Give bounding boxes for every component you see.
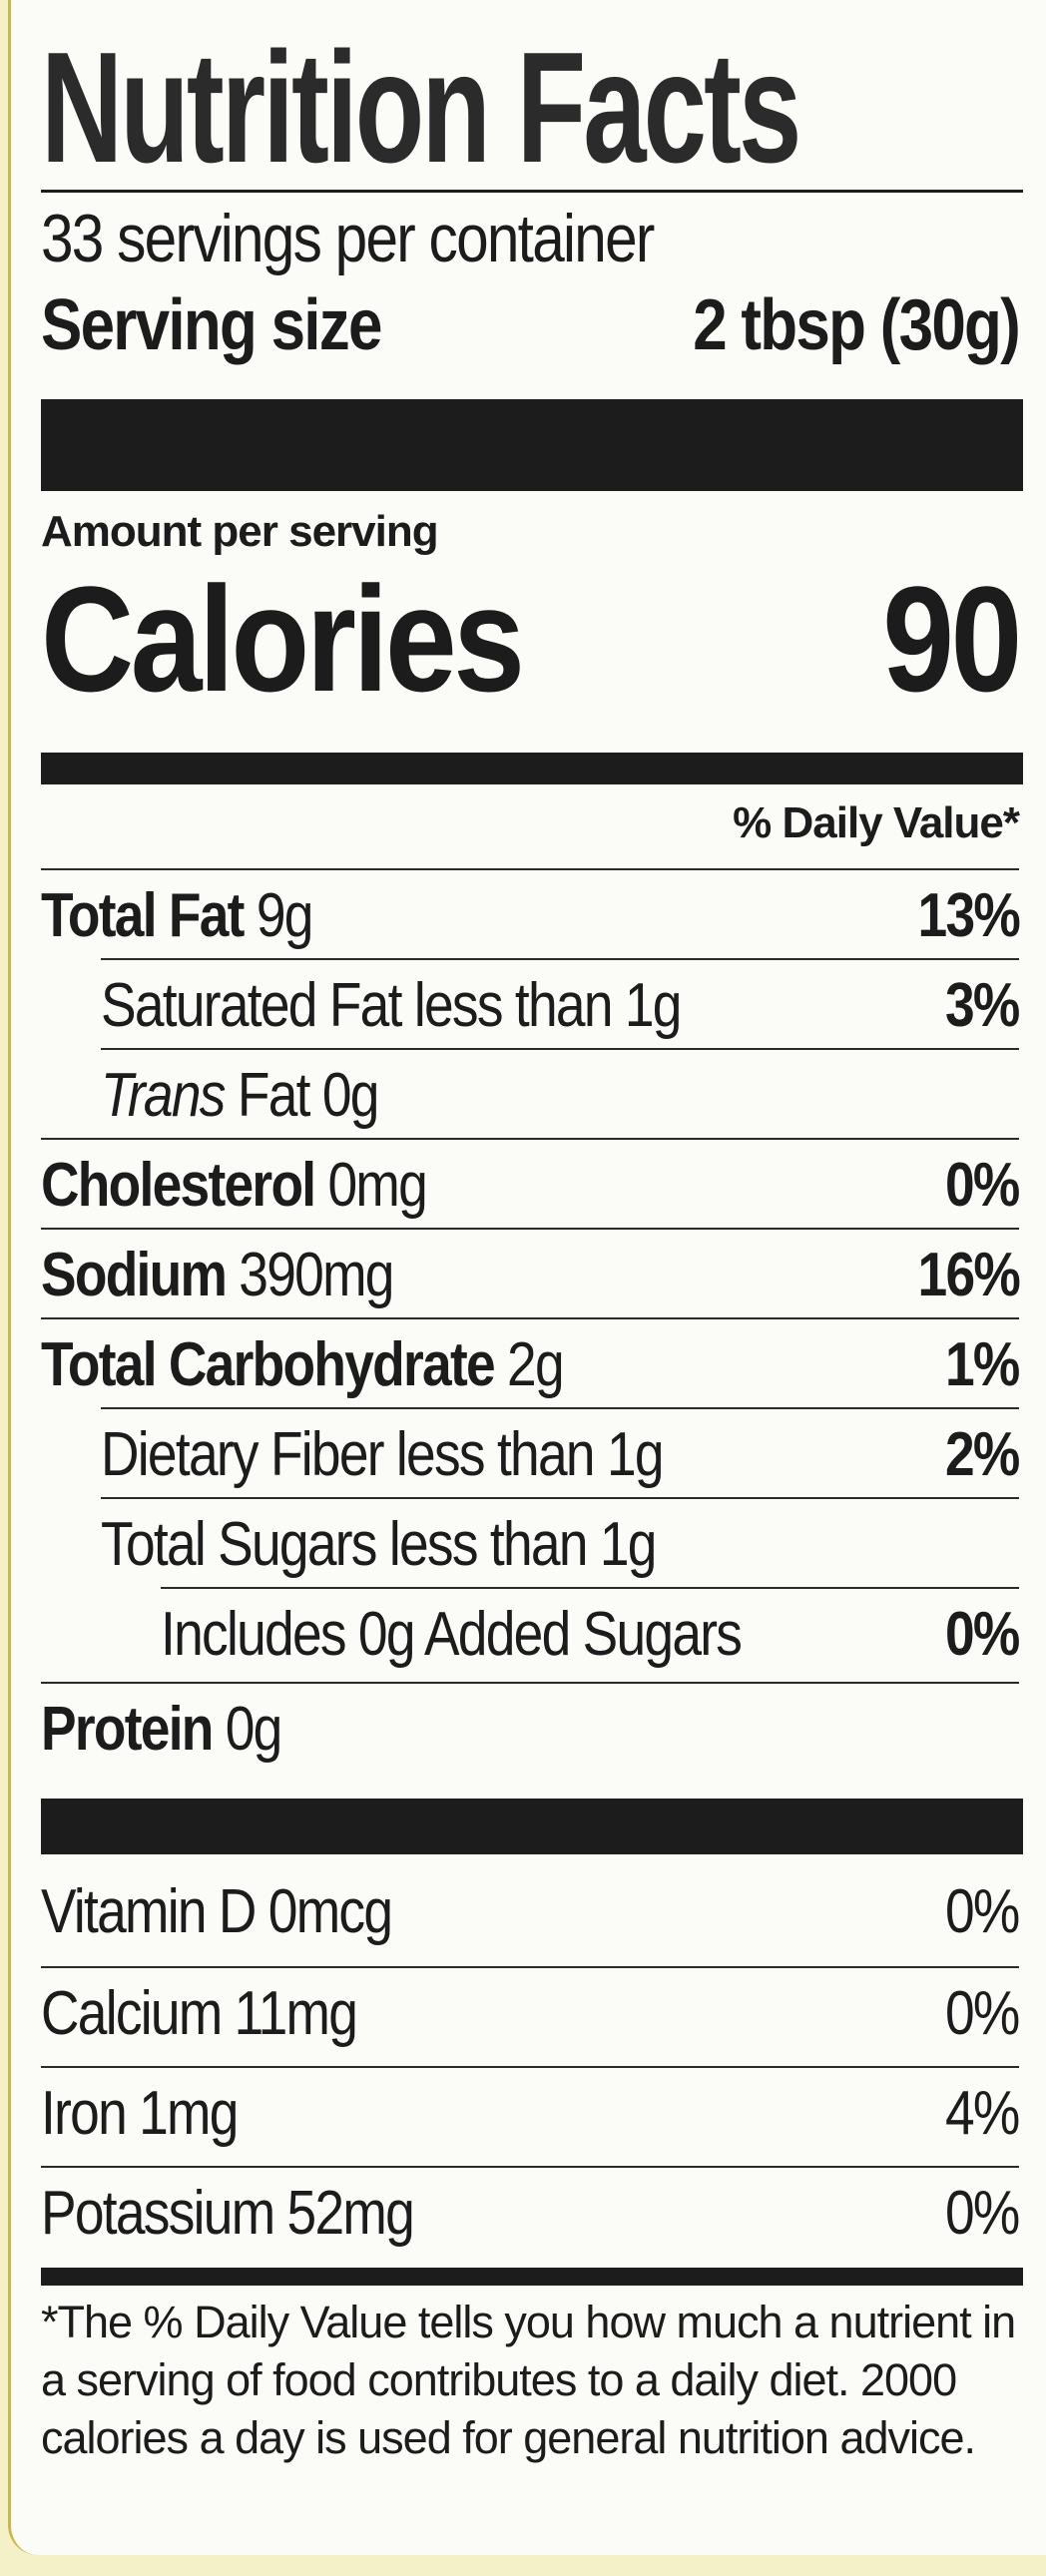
vitamin-name: Potassium 52mg	[41, 2178, 415, 2248]
calories-row: Calories 90	[41, 555, 1022, 723]
vitamin-dv: 0%	[945, 2178, 1020, 2248]
calories-value: 90	[882, 555, 1022, 723]
divider	[41, 190, 1023, 193]
nutrient-amount: less than 1g	[388, 1509, 658, 1579]
thick-divider	[41, 2268, 1023, 2286]
nutrient-name: Cholesterol	[41, 1150, 316, 1220]
nutrient-dv: 0%	[945, 1599, 1020, 1669]
thick-divider	[41, 753, 1023, 784]
thick-divider	[41, 1799, 1023, 1854]
nutrient-name: Trans	[101, 1060, 226, 1130]
nutrient-row-trans-fat: Trans Fat 0g	[101, 1048, 1019, 1140]
vitamin-name: Vitamin D 0mcg	[41, 1876, 393, 1946]
footnote: *The % Daily Value tells you how much a …	[41, 2297, 1016, 2463]
nutrient-row-total-fat: Total Fat 9g 13%	[41, 868, 1021, 960]
nutrient-row-total-carbohydrate: Total Carbohydrate 2g 1%	[41, 1317, 1021, 1409]
nutrient-amount: less than 1g	[395, 1419, 665, 1489]
vitamin-dv: 4%	[945, 2078, 1020, 2148]
amount-per-serving: Amount per serving	[41, 507, 439, 556]
thick-divider	[41, 399, 1023, 491]
nutrient-name: Total Fat	[41, 880, 245, 950]
nutrient-name: Dietary Fiber	[101, 1419, 385, 1489]
vitamin-row-vitamin-d: Vitamin D 0mcg 0%	[41, 1866, 1021, 1956]
nutrient-name: Total Sugars	[101, 1509, 377, 1579]
nutrient-row-added-sugars: Includes 0g Added Sugars 0%	[161, 1587, 1021, 1679]
nutrient-amount: 2g	[507, 1329, 565, 1399]
nutrient-name: Total Carbohydrate	[41, 1329, 496, 1399]
nutrient-row-protein: Protein 0g	[41, 1682, 1019, 1774]
vitamin-row-iron: Iron 1mg 4%	[41, 2066, 1021, 2158]
nutrient-row-total-sugars: Total Sugars less than 1g	[101, 1497, 1019, 1589]
nutrient-dv: 3%	[945, 970, 1020, 1040]
nutrient-name: Sodium	[41, 1240, 228, 1309]
nutrient-name: Protein	[41, 1694, 214, 1764]
serving-size: Serving size 2 tbsp (30g)	[41, 284, 1021, 366]
nutrient-row-cholesterol: Cholesterol 0mg 0%	[41, 1138, 1021, 1230]
nutrient-amount: 0g	[225, 1694, 283, 1764]
vitamin-row-calcium: Calcium 11mg 0%	[41, 1966, 1021, 2058]
nutrient-dv: 0%	[945, 1150, 1020, 1220]
vitamin-name: Iron 1mg	[41, 2078, 239, 2148]
vitamin-dv: 0%	[945, 1978, 1020, 2048]
nutrient-row-saturated-fat: Saturated Fat less than 1g 3%	[101, 958, 1021, 1050]
label-title: Nutrition Facts	[41, 20, 801, 196]
nutrition-label: Nutrition Facts 33 servings per containe…	[8, 0, 1046, 2555]
nutrient-name: Includes 0g Added Sugars	[161, 1599, 743, 1669]
nutrient-row-sodium: Sodium 390mg 16%	[41, 1228, 1021, 1319]
vitamin-row-potassium: Potassium 52mg 0%	[41, 2166, 1021, 2258]
nutrient-dv: 2%	[945, 1419, 1020, 1489]
nutrient-dv: 13%	[917, 880, 1020, 950]
nutrient-amount: 0mg	[327, 1150, 427, 1220]
nutrient-name: Saturated Fat	[101, 970, 402, 1040]
serving-size-label: Serving size	[41, 285, 382, 365]
nutrient-dv: 16%	[917, 1240, 1020, 1309]
nutrient-amount: 390mg	[239, 1240, 394, 1309]
vitamin-name: Calcium 11mg	[41, 1978, 358, 2048]
nutrient-dv: 1%	[945, 1329, 1020, 1399]
nutrient-amount: less than 1g	[413, 970, 683, 1040]
serving-size-value: 2 tbsp (30g)	[693, 285, 1021, 365]
vitamin-dv: 0%	[945, 1876, 1020, 1946]
nutrient-row-dietary-fiber: Dietary Fiber less than 1g 2%	[101, 1407, 1021, 1499]
calories-label: Calories	[41, 555, 525, 723]
nutrient-amount: 9g	[256, 880, 314, 950]
servings-per-container: 33 servings per container	[41, 200, 754, 277]
servings-per-container-text: 33 servings per container	[41, 201, 655, 276]
nutrient-amount: Fat 0g	[237, 1060, 380, 1130]
daily-value-header: % Daily Value*	[733, 798, 1020, 847]
